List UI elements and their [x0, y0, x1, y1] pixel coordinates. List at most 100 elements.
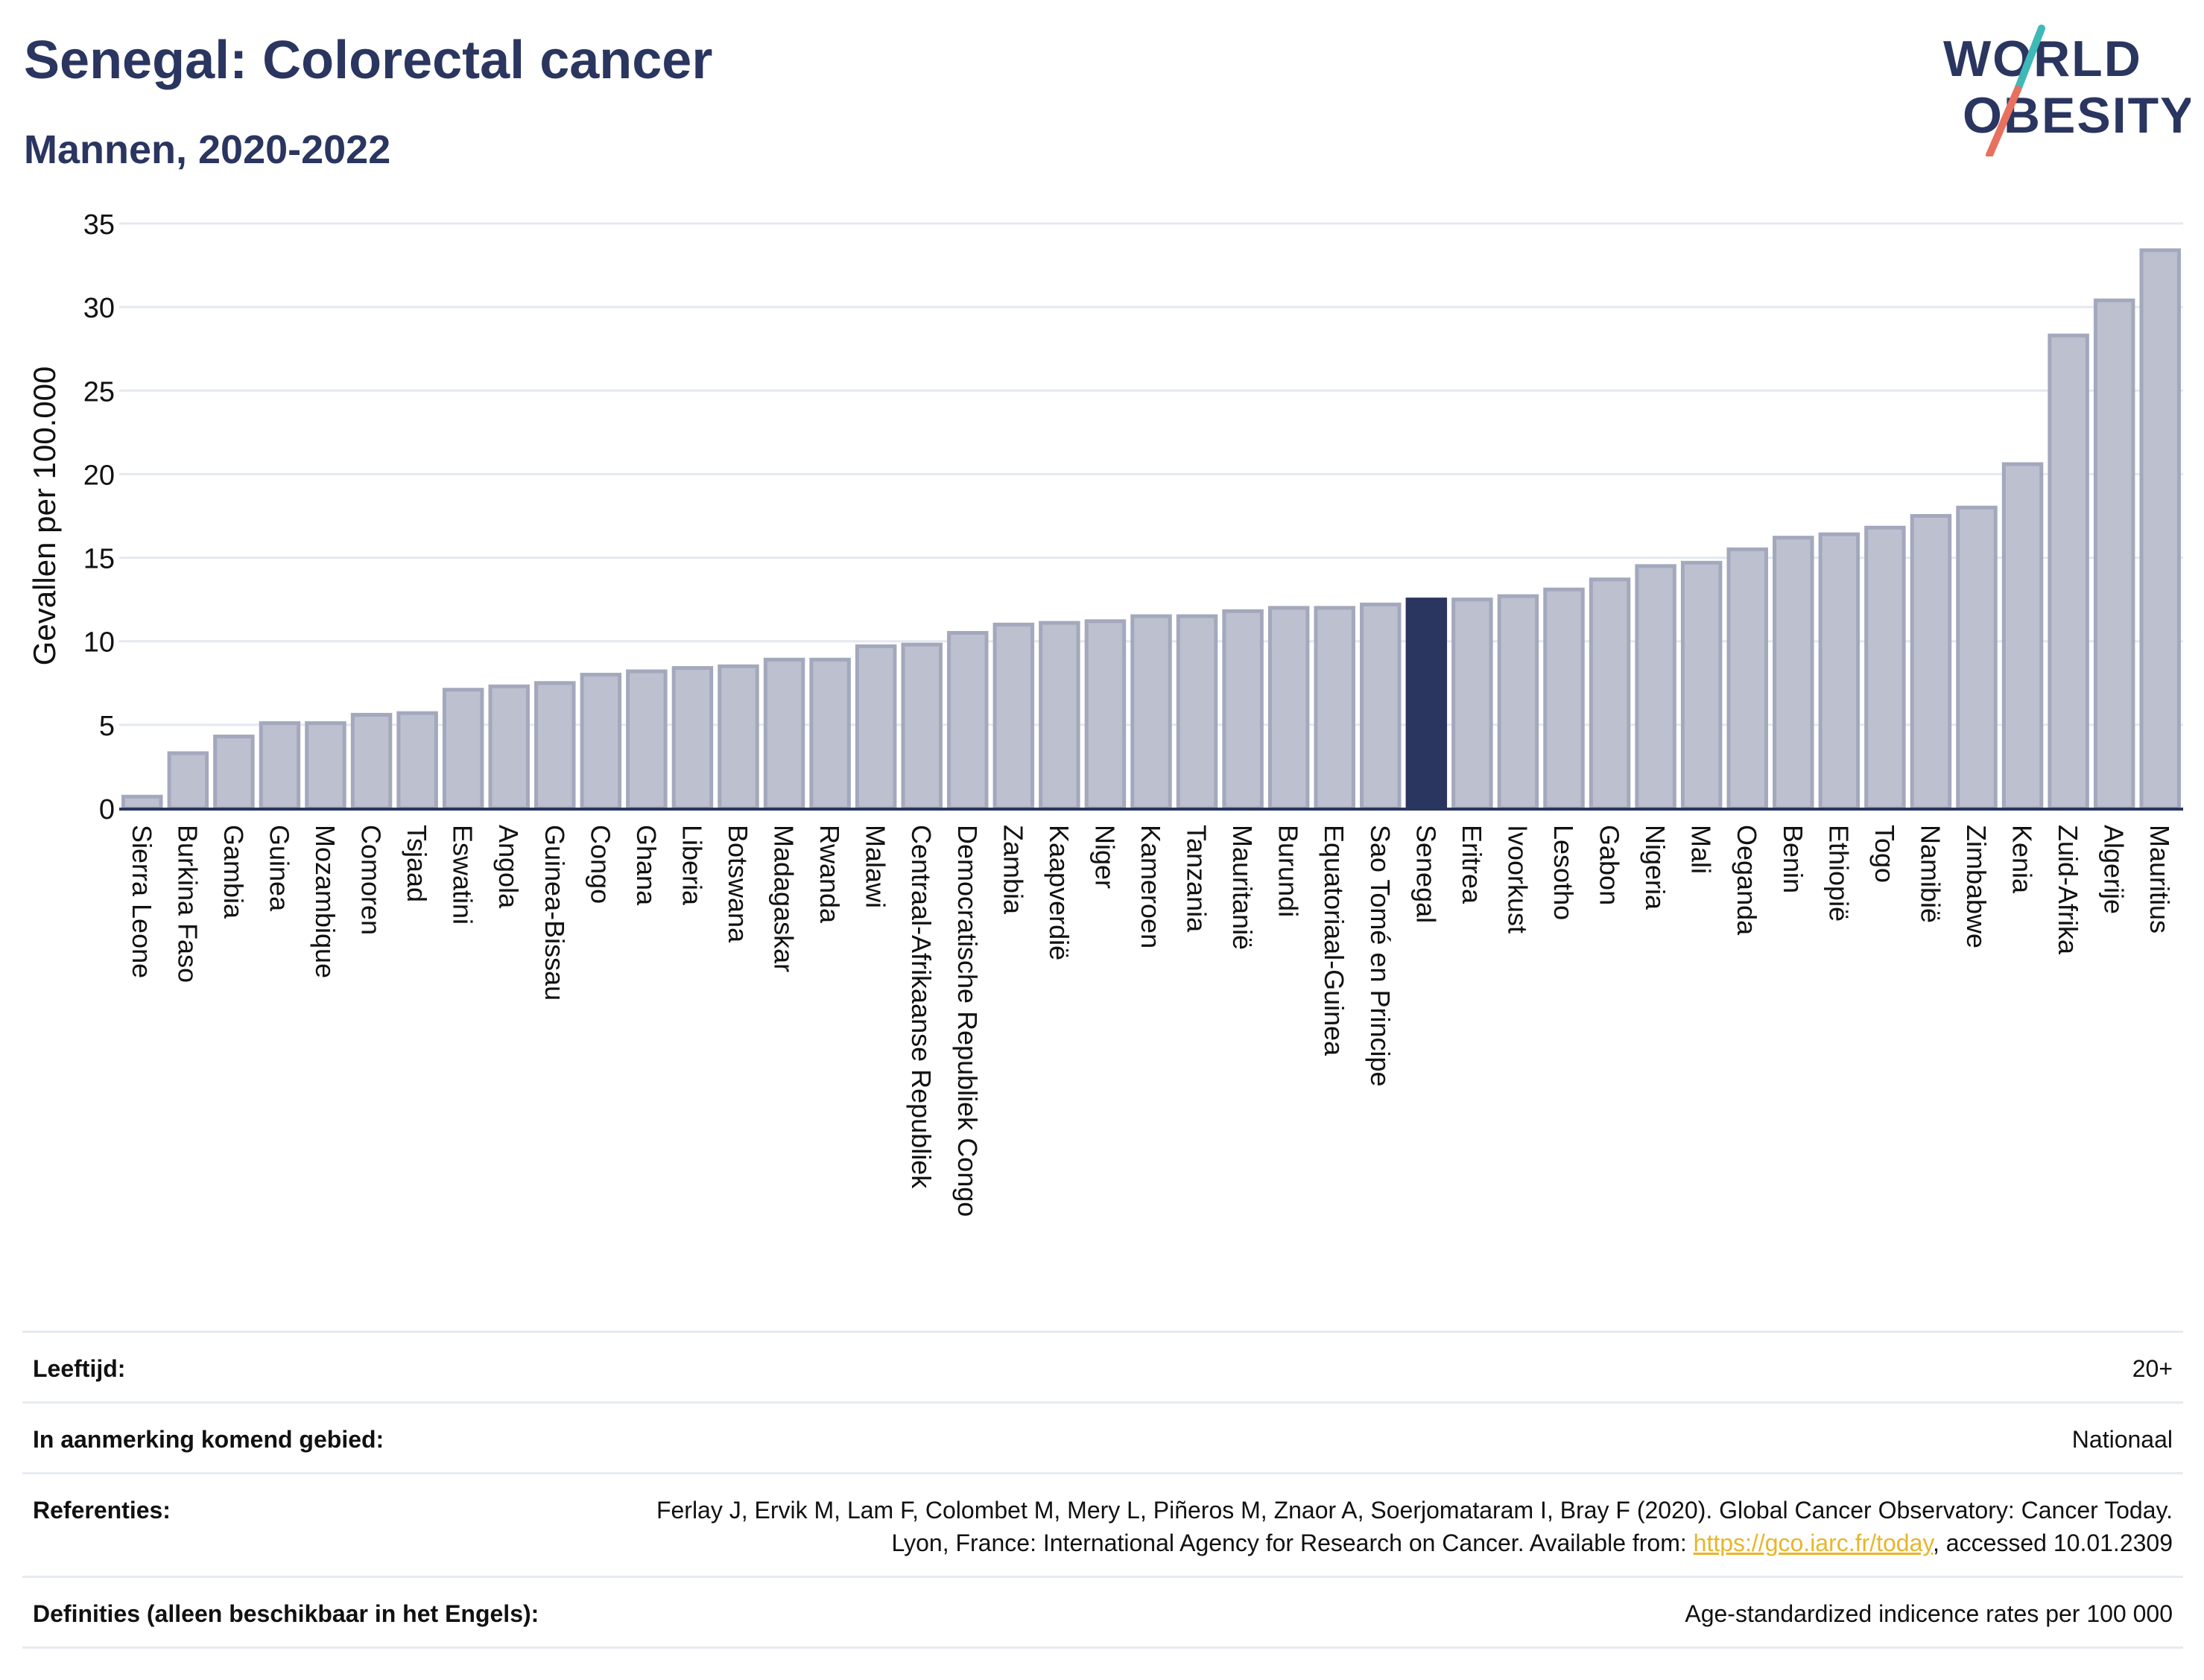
x-tick-label: Mauritius [2144, 825, 2175, 933]
info-row-age: Leeftijd: 20+ [22, 1331, 2183, 1401]
x-tick-label: Kaapverdië [1044, 825, 1074, 960]
x-tick-label: Algerije [2099, 825, 2129, 914]
x-tick-label: Sao Tomé en Principe [1365, 825, 1396, 1087]
x-tick-label: Gabon [1595, 825, 1625, 905]
bar [809, 657, 851, 811]
bar [2048, 333, 2089, 811]
bar [1314, 606, 1355, 811]
bar [671, 666, 714, 811]
bar [1084, 619, 1127, 811]
x-tick-label: Niger [1089, 825, 1120, 889]
bar-chart: 0 5 10 15 20 25 30 35 Sierra Leone Burkina Faso G… [27, 209, 2183, 1217]
chart-subtitle: Mannen, 2020-2022 [24, 127, 391, 172]
y-axis-ticks: 0 5 10 15 20 25 30 35 [83, 209, 115, 825]
x-tick-label: Congo [585, 825, 615, 904]
info-table: Leeftijd: 20+ In aanmerking komend gebie… [22, 1331, 2183, 1649]
x-tick-label: Ethiopië [1823, 825, 1854, 922]
x-tick-label: Zambia [998, 825, 1028, 915]
bar [305, 721, 346, 811]
bar [1039, 621, 1080, 811]
x-tick-label: Gambia [218, 825, 249, 919]
x-tick-label: Rwanda [814, 825, 845, 924]
bar [626, 669, 668, 811]
x-tick-label: Senegal [1410, 825, 1441, 923]
x-tick-label: Mali [1686, 825, 1717, 874]
x-tick-label: Guinea [264, 825, 294, 912]
logo-slash-coral [1986, 86, 2021, 156]
bar [992, 622, 1035, 811]
reference-text: Ferlay J, Ervik M, Lam F, Colombet M, Me… [656, 1497, 2173, 1556]
reference-link[interactable]: https://gco.iarc.fr/today [1693, 1530, 1933, 1556]
bar [1635, 564, 1676, 811]
info-label-definitions: Definities (alleen beschikbaar in het En… [33, 1600, 539, 1627]
x-tick-label: Kameroen [1136, 825, 1166, 948]
x-tick-label: Sierra Leone [127, 825, 157, 978]
y-tick-label: 30 [83, 293, 115, 324]
info-value-age: 20+ [2132, 1355, 2173, 1382]
x-tick-label: Angola [493, 825, 524, 909]
bar [1497, 594, 1539, 811]
x-tick-label: Ghana [631, 825, 662, 906]
info-value-area: Nationaal [2071, 1426, 2173, 1453]
bar [259, 721, 301, 811]
bar [580, 673, 622, 811]
x-tick-label: Eritrea [1457, 825, 1487, 904]
x-tick-label: Comoren [356, 825, 387, 935]
bar [1726, 547, 1768, 811]
bar [1176, 614, 1218, 811]
info-label-references: Referenties: [33, 1497, 171, 1524]
x-tick-label: Liberia [677, 825, 707, 906]
bar [121, 794, 163, 811]
info-row-area: In aanmerking komend gebied: Nationaal [22, 1401, 2183, 1472]
x-tick-label: Eswatini [448, 825, 478, 925]
info-row-definitions: Definities (alleen beschikbaar in het En… [22, 1576, 2183, 1649]
y-tick-label: 5 [99, 711, 115, 742]
bar [1451, 597, 1493, 811]
bar [1680, 560, 1723, 811]
x-tick-label: Kenia [2007, 825, 2038, 894]
x-tick-label: Togo [1869, 825, 1900, 883]
bar [350, 712, 393, 811]
bar [1360, 602, 1402, 811]
bar [901, 642, 943, 811]
bar [2139, 248, 2181, 811]
info-value-references: Ferlay J, Ervik M, Lam F, Colombet M, Me… [608, 1494, 2173, 1559]
y-tick-label: 10 [83, 627, 115, 659]
bar [1956, 505, 1998, 811]
x-tick-label: Burkina Faso [172, 825, 203, 983]
bar [1818, 532, 1861, 811]
x-tick-label: Botswana [723, 825, 753, 943]
bar [1589, 577, 1631, 811]
y-tick-label: 25 [83, 376, 115, 408]
x-tick-label: Burundi [1273, 825, 1304, 917]
x-tick-label: Zuid-Afrika [2053, 825, 2083, 955]
bar [1864, 525, 1906, 811]
y-axis-label: Gevallen per 100.000 [27, 367, 62, 666]
x-tick-label: Benin [1778, 825, 1808, 893]
y-tick-label: 0 [99, 794, 115, 825]
bar [763, 657, 805, 811]
bar [1267, 606, 1310, 811]
x-tick-label: Tanzania [1182, 825, 1212, 933]
reference-accessed: , accessed 10.01.2309 [1932, 1530, 2173, 1556]
bar [396, 711, 438, 811]
y-tick-label: 35 [83, 209, 115, 241]
bar [855, 644, 897, 811]
chart-title: Senegal: Colorectal cancer [24, 31, 713, 90]
x-tick-label: Nigeria [1640, 825, 1671, 910]
info-row-references: Referenties: Ferlay J, Ervik M, Lam F, C… [22, 1472, 2183, 1576]
x-axis-labels: Sierra Leone Burkina Faso Gambia Guinea Moza… [127, 825, 2175, 1217]
bar [1222, 609, 1264, 811]
x-tick-label: Guinea-Bissau [539, 825, 570, 1001]
bar [947, 631, 989, 811]
bar [1543, 587, 1585, 811]
bar [2093, 298, 2135, 811]
x-tick-label: Equatoriaal-Guinea [1319, 825, 1349, 1056]
info-label-area: In aanmerking komend gebied: [33, 1426, 384, 1453]
x-tick-label: Madagaskar [769, 825, 799, 972]
x-tick-label: Centraal-Afrikaanse Republiek [906, 825, 937, 1189]
bar [167, 751, 209, 811]
x-tick-label: Mozambique [310, 825, 341, 978]
bar [488, 684, 530, 811]
bar [2001, 462, 2044, 811]
